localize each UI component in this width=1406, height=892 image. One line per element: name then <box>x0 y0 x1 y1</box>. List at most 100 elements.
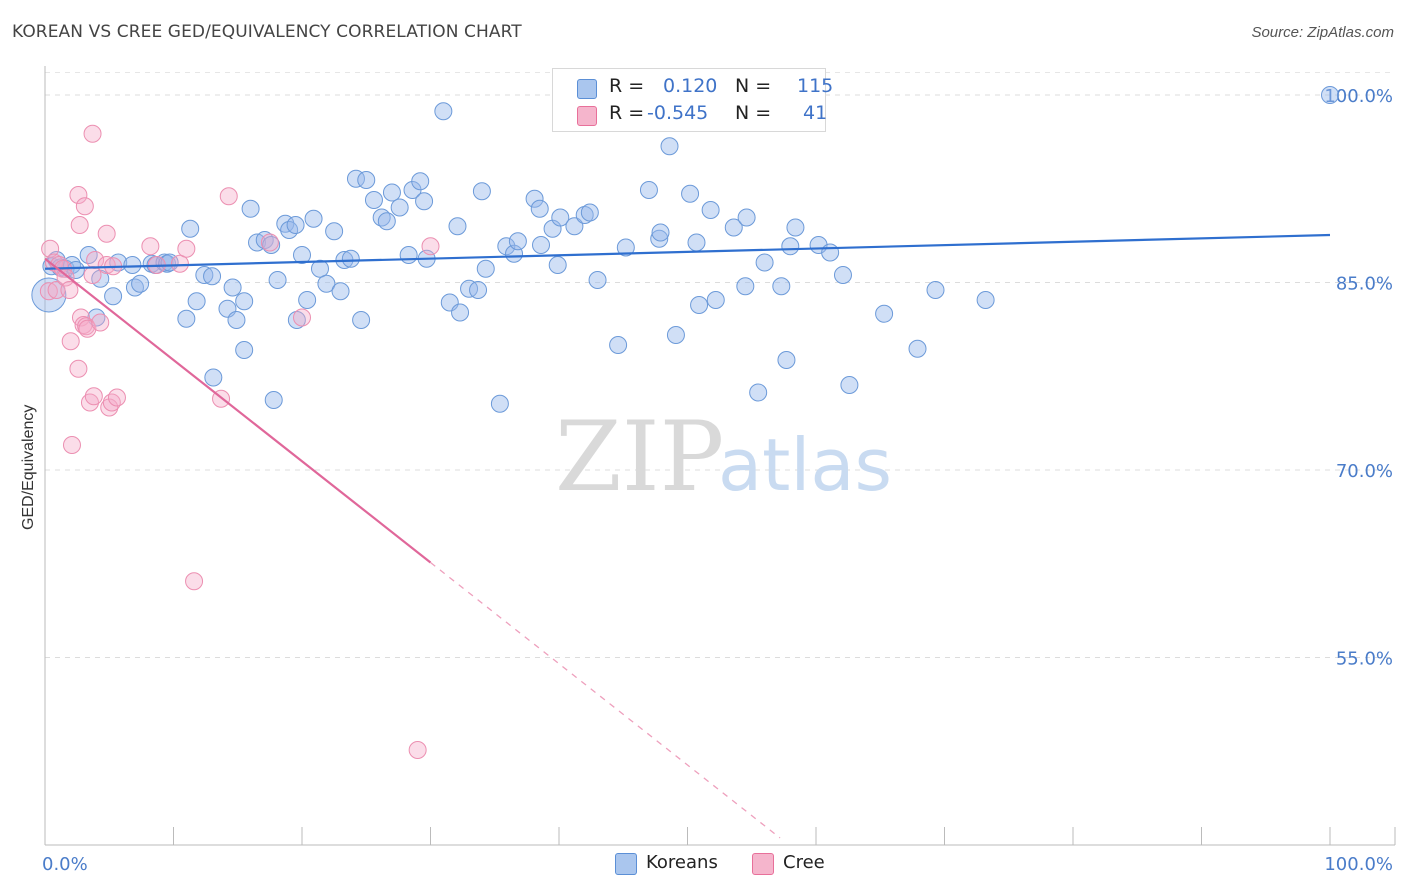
data-point <box>408 741 427 759</box>
data-point <box>976 291 995 309</box>
data-point <box>84 387 103 406</box>
r-value: 0.120 <box>663 75 718 97</box>
cree-legend-swatch <box>752 853 774 875</box>
data-point <box>755 253 774 272</box>
y-tick-label: 55.0% <box>1336 649 1393 670</box>
data-point <box>203 267 222 286</box>
data-point <box>926 281 945 299</box>
data-point <box>666 326 685 344</box>
data-point <box>83 266 102 284</box>
koreans-trend-line <box>44 233 1331 270</box>
data-point <box>185 572 204 591</box>
data-point <box>70 216 89 234</box>
data-point <box>62 436 81 454</box>
legend-label: Koreans <box>646 852 718 873</box>
data-point <box>833 266 852 284</box>
data-point <box>204 368 223 387</box>
data-point <box>508 232 527 251</box>
data-point <box>66 261 85 279</box>
y-tick-label: 85.0% <box>1336 274 1393 295</box>
data-points <box>31 84 1339 759</box>
data-point <box>235 292 254 311</box>
data-point <box>123 256 142 274</box>
x-tick-label: 100.0% <box>1324 854 1393 875</box>
data-point <box>325 222 344 241</box>
data-point <box>317 274 336 293</box>
data-point <box>497 237 516 256</box>
data-point <box>415 192 434 211</box>
data-point <box>687 233 706 252</box>
cree-trend-extension <box>430 561 781 839</box>
axes <box>44 66 1396 846</box>
data-point <box>287 311 306 329</box>
n-label: N = <box>735 102 772 124</box>
data-point <box>97 224 116 243</box>
data-point <box>875 304 894 323</box>
tick-labels: 55.0% 70.0% 85.0% 100.0% 0.0% 100.0% <box>42 86 1393 875</box>
r-value: -0.545 <box>647 102 709 124</box>
koreans-swatch <box>577 79 597 99</box>
data-point <box>223 278 242 297</box>
data-point <box>390 198 409 217</box>
stats-legend: R = 0.120 N = 115 R = -0.545 N = 41 <box>552 68 833 132</box>
data-point <box>227 311 246 329</box>
data-point <box>60 281 79 299</box>
data-point <box>71 308 90 327</box>
data-point <box>786 218 805 237</box>
source-label: Source: ZipAtlas.com <box>1251 24 1394 41</box>
data-point <box>44 253 63 272</box>
data-point <box>97 256 116 274</box>
data-point <box>177 309 196 328</box>
data-point <box>39 282 58 301</box>
n-value: 41 <box>803 102 828 124</box>
data-point <box>260 233 279 252</box>
data-point <box>377 212 396 231</box>
data-point <box>706 291 725 309</box>
data-point <box>177 239 196 258</box>
data-point <box>382 183 401 202</box>
data-point <box>532 236 551 254</box>
data-point <box>293 246 311 264</box>
data-point <box>219 187 238 206</box>
data-point <box>411 172 430 191</box>
data-point <box>460 279 479 298</box>
data-point <box>580 203 599 222</box>
data-point <box>235 341 254 359</box>
data-point <box>264 391 283 409</box>
data-point <box>91 313 110 332</box>
data-point <box>777 351 796 369</box>
data-point <box>304 209 323 228</box>
data-point <box>451 303 470 322</box>
data-point <box>575 206 594 224</box>
data-point <box>1321 86 1339 104</box>
data-point <box>639 181 658 199</box>
data-point <box>821 243 840 262</box>
cree-trend-line <box>44 257 432 564</box>
data-point <box>434 102 453 121</box>
data-point <box>472 182 491 201</box>
data-point <box>298 291 317 309</box>
watermark-atlas: atlas <box>718 423 892 507</box>
data-point <box>341 249 360 268</box>
data-point <box>749 383 768 402</box>
y-tick-label: 70.0% <box>1336 461 1393 482</box>
data-point <box>100 398 119 417</box>
data-point <box>736 277 755 296</box>
data-point <box>131 274 150 293</box>
data-point <box>525 189 544 208</box>
data-point <box>551 208 570 227</box>
data-point <box>681 184 700 203</box>
data-point <box>772 277 791 296</box>
cree-swatch <box>577 106 597 126</box>
data-point <box>448 217 467 236</box>
data-point <box>102 393 121 412</box>
data-point <box>781 237 800 256</box>
data-point <box>588 271 607 289</box>
data-point <box>41 239 60 258</box>
data-point <box>352 311 371 329</box>
data-point <box>490 394 509 413</box>
data-point <box>421 237 440 256</box>
data-point <box>609 336 628 354</box>
data-point <box>69 359 88 378</box>
watermark-zip: ZIP <box>555 401 724 513</box>
